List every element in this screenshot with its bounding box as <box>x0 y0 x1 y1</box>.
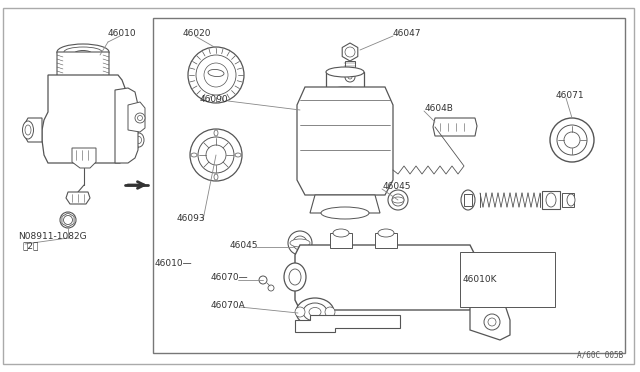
Polygon shape <box>115 88 138 163</box>
Bar <box>460 252 555 307</box>
Text: 46010—: 46010— <box>155 259 193 267</box>
Text: （2）: （2） <box>22 241 38 250</box>
Polygon shape <box>72 148 96 168</box>
Circle shape <box>190 129 242 181</box>
Text: 46047: 46047 <box>393 29 422 38</box>
Ellipse shape <box>321 207 369 219</box>
Ellipse shape <box>303 303 327 321</box>
Ellipse shape <box>284 263 306 291</box>
Polygon shape <box>433 118 477 136</box>
Text: A/60C 005B: A/60C 005B <box>577 350 623 359</box>
Text: 46093: 46093 <box>177 214 205 222</box>
Polygon shape <box>57 52 109 80</box>
Circle shape <box>484 314 500 330</box>
Bar <box>255 40 425 225</box>
Polygon shape <box>470 305 510 340</box>
Ellipse shape <box>235 153 241 157</box>
Text: 46045: 46045 <box>230 241 259 250</box>
Circle shape <box>295 307 305 317</box>
Ellipse shape <box>64 47 102 57</box>
Circle shape <box>345 72 355 82</box>
Polygon shape <box>295 315 400 332</box>
Circle shape <box>188 47 244 103</box>
Ellipse shape <box>214 174 218 180</box>
Polygon shape <box>297 87 393 195</box>
Ellipse shape <box>74 51 92 58</box>
Circle shape <box>60 212 76 228</box>
Polygon shape <box>342 43 358 61</box>
Ellipse shape <box>309 308 321 317</box>
Text: 46045: 46045 <box>383 182 412 190</box>
Text: 4604B: 4604B <box>425 103 454 112</box>
Ellipse shape <box>326 67 364 77</box>
Circle shape <box>345 47 355 57</box>
Bar <box>542 191 560 209</box>
Circle shape <box>557 125 587 155</box>
Polygon shape <box>128 102 145 132</box>
Ellipse shape <box>208 70 224 77</box>
Bar <box>345 61 355 75</box>
Circle shape <box>293 236 307 250</box>
Circle shape <box>135 113 145 123</box>
Bar <box>464 194 472 206</box>
Bar <box>562 193 574 207</box>
Text: 46010K: 46010K <box>463 276 497 285</box>
Polygon shape <box>42 75 125 163</box>
Circle shape <box>388 190 408 210</box>
Circle shape <box>288 231 312 255</box>
Circle shape <box>325 307 335 317</box>
Text: 46070A: 46070A <box>211 301 246 310</box>
Ellipse shape <box>191 153 197 157</box>
Text: N08911-1082G: N08911-1082G <box>18 231 86 241</box>
Ellipse shape <box>461 190 475 210</box>
Ellipse shape <box>289 269 301 285</box>
Polygon shape <box>295 245 475 310</box>
Circle shape <box>550 118 594 162</box>
Ellipse shape <box>567 194 575 206</box>
Text: 46010: 46010 <box>108 29 136 38</box>
Ellipse shape <box>136 137 141 144</box>
Bar <box>330 233 352 248</box>
Ellipse shape <box>22 121 33 139</box>
Circle shape <box>259 276 267 284</box>
Circle shape <box>206 145 226 165</box>
Text: 46071: 46071 <box>556 90 584 99</box>
Ellipse shape <box>378 229 394 237</box>
Ellipse shape <box>296 298 334 326</box>
Ellipse shape <box>25 125 31 135</box>
Circle shape <box>564 132 580 148</box>
Ellipse shape <box>333 229 349 237</box>
Circle shape <box>63 215 72 224</box>
Polygon shape <box>310 195 380 213</box>
Polygon shape <box>24 118 42 142</box>
Circle shape <box>392 194 404 206</box>
Circle shape <box>196 55 236 95</box>
Text: 46090: 46090 <box>200 94 228 103</box>
Ellipse shape <box>214 130 218 136</box>
Circle shape <box>198 137 234 173</box>
Polygon shape <box>66 192 90 204</box>
Circle shape <box>488 318 496 326</box>
Ellipse shape <box>392 197 404 203</box>
Bar <box>153 18 625 353</box>
Circle shape <box>348 75 352 79</box>
Ellipse shape <box>57 44 109 60</box>
Ellipse shape <box>546 193 556 207</box>
Circle shape <box>204 63 228 87</box>
Text: 46020: 46020 <box>183 29 211 38</box>
Bar <box>375 233 397 248</box>
Text: 46070—: 46070— <box>211 273 248 282</box>
Ellipse shape <box>326 87 364 97</box>
Circle shape <box>138 115 143 121</box>
Polygon shape <box>120 132 140 148</box>
Ellipse shape <box>134 133 144 147</box>
Ellipse shape <box>290 239 310 247</box>
Circle shape <box>268 285 274 291</box>
